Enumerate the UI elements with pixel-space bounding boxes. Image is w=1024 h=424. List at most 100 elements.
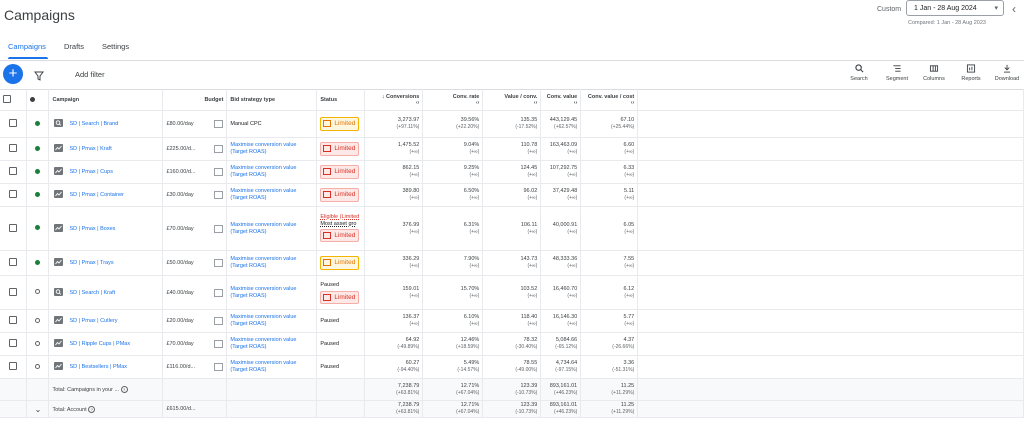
row-checkbox[interactable]	[9, 287, 18, 296]
table-row[interactable]: SD | Pmax | Cups £160.00/d... Maximise con…	[0, 160, 1024, 184]
status-eligible-text[interactable]: Eligible (Limited	[320, 213, 360, 220]
row-status-dot-cell[interactable]	[26, 309, 50, 333]
campaign-name-link[interactable]: SD | Pmax | Kraft	[69, 146, 112, 152]
campaign-name-link[interactable]: SD | Ripple Cups | PMax	[69, 341, 131, 347]
row-checkbox[interactable]	[9, 190, 18, 198]
table-row[interactable]: SD | Search | Brand £80.00/day Manual CPC L…	[0, 110, 1024, 138]
enabled-dot-icon[interactable]	[35, 145, 41, 151]
budget-value[interactable]: £50.00/day	[166, 260, 194, 266]
select-all-checkbox-cell[interactable]	[0, 89, 28, 111]
budget-value[interactable]: £20.00/day	[166, 318, 194, 324]
budget-chart-icon[interactable]	[214, 259, 224, 267]
segment-tool-button[interactable]: Segment	[880, 64, 914, 82]
enabled-dot-icon[interactable]	[35, 168, 41, 174]
campaign-name-link[interactable]: SD | Pmax | Container	[69, 192, 124, 198]
row-status-dot-cell[interactable]	[26, 183, 50, 207]
bid-strategy-text[interactable]: Maximise conversion value (Target ROAS)	[230, 221, 297, 235]
bid-strategy-text[interactable]: Maximise conversion value (Target ROAS)	[230, 360, 297, 373]
reports-tool-button[interactable]: Reports	[954, 64, 988, 82]
enabled-dot-icon[interactable]	[35, 259, 41, 265]
budget-value[interactable]: £70.00/day	[166, 341, 194, 347]
enabled-dot-icon[interactable]	[35, 191, 41, 197]
row-checkbox[interactable]	[9, 339, 18, 347]
row-status-dot-cell[interactable]	[26, 160, 50, 184]
status-limited-chip[interactable]: Limited	[320, 117, 360, 131]
budget-value[interactable]: £30.00/day	[166, 192, 194, 198]
budget-chart-icon[interactable]	[214, 363, 224, 371]
tab-settings[interactable]: Settings	[102, 42, 130, 51]
budget-chart-icon[interactable]	[214, 191, 224, 199]
row-checkbox[interactable]	[9, 223, 18, 232]
compare-toggle-icon[interactable]: ‹›	[475, 100, 480, 106]
row-checkbox-cell[interactable]	[0, 332, 28, 356]
budget-value[interactable]: £225.00/d...	[166, 146, 196, 152]
budget-value[interactable]: £70.00/day	[166, 225, 194, 232]
compare-toggle-icon[interactable]: ‹›	[533, 100, 538, 106]
campaign-name-link[interactable]: SD | Pmax | Cups	[69, 169, 113, 175]
row-status-dot-cell[interactable]	[26, 332, 50, 356]
bid-strategy-text[interactable]: Maximise conversion value (Target ROAS)	[230, 188, 297, 201]
row-checkbox-cell[interactable]	[0, 355, 28, 379]
paused-icon[interactable]	[35, 317, 41, 323]
row-status-dot-cell[interactable]	[26, 206, 50, 251]
budget-chart-icon[interactable]	[214, 145, 224, 153]
budget-chart-icon[interactable]	[214, 168, 224, 176]
enabled-dot-icon[interactable]	[35, 225, 41, 230]
row-status-dot-cell[interactable]	[26, 137, 50, 161]
budget-chart-icon[interactable]	[214, 288, 224, 297]
table-row[interactable]: SD | Pmax | Boxes £70.00/day Maximise conv…	[0, 206, 1024, 251]
row-checkbox-cell[interactable]	[0, 206, 28, 251]
row-checkbox-cell[interactable]	[0, 275, 28, 310]
campaign-name-link[interactable]: SD | Bestsellers | PMax	[69, 364, 128, 370]
paused-icon[interactable]	[35, 289, 41, 294]
col-conv-value-cost[interactable]: Conv. value / cost ‹›	[580, 89, 639, 111]
budget-value[interactable]: £40.00/day	[166, 289, 194, 296]
select-all-checkbox[interactable]	[3, 95, 11, 103]
status-limited-chip[interactable]: Limited	[320, 228, 360, 243]
row-checkbox-cell[interactable]	[0, 110, 28, 138]
col-budget[interactable]: Budget	[162, 89, 228, 111]
help-icon[interactable]: ?	[120, 386, 128, 393]
tab-campaigns[interactable]: Campaigns	[8, 42, 46, 51]
bid-strategy-text[interactable]: Maximise conversion value (Target ROAS)	[230, 165, 297, 178]
col-status[interactable]: Status	[316, 89, 366, 111]
row-status-dot-cell[interactable]	[26, 110, 50, 138]
add-campaign-button[interactable]: +	[3, 64, 23, 84]
budget-value[interactable]: £116.00/d...	[166, 364, 196, 370]
row-status-dot-cell[interactable]	[26, 275, 50, 310]
campaign-name-link[interactable]: SD | Pmax | Boxes	[69, 225, 116, 232]
row-checkbox[interactable]	[9, 362, 18, 370]
budget-chart-icon[interactable]	[214, 317, 224, 325]
table-row[interactable]: SD | Search | Kraft £40.00/day Maximise co…	[0, 275, 1024, 310]
filter-icon[interactable]	[34, 68, 44, 86]
budget-value[interactable]: £80.00/day	[166, 121, 194, 127]
row-checkbox-cell[interactable]	[0, 183, 28, 207]
status-limited-chip[interactable]: Limited	[320, 256, 360, 270]
status-limited-chip[interactable]: Limited	[320, 188, 360, 202]
row-status-dot-cell[interactable]	[26, 250, 50, 276]
budget-chart-icon[interactable]	[214, 120, 224, 128]
row-checkbox[interactable]	[9, 144, 18, 152]
budget-chart-icon[interactable]	[214, 340, 224, 348]
columns-tool-button[interactable]: Columns	[917, 64, 951, 82]
status-limited-chip[interactable]: Limited	[320, 165, 360, 179]
row-checkbox[interactable]	[9, 316, 18, 324]
table-row[interactable]: SD | Ripple Cups | PMax £70.00/day Maximis…	[0, 332, 1024, 356]
col-bid-strategy[interactable]: Bid strategy type	[226, 89, 318, 111]
row-checkbox-cell[interactable]	[0, 160, 28, 184]
campaign-name-link[interactable]: SD | Pmax | Trays	[69, 260, 114, 266]
budget-value[interactable]: £160.00/d...	[166, 169, 196, 175]
row-checkbox[interactable]	[9, 167, 18, 175]
row-checkbox-cell[interactable]	[0, 309, 28, 333]
paused-icon[interactable]	[35, 363, 41, 369]
campaign-name-link[interactable]: SD | Search | Brand	[69, 121, 119, 127]
bid-strategy-text[interactable]: Maximise conversion value (Target ROAS)	[230, 337, 297, 350]
paused-icon[interactable]	[35, 340, 41, 346]
table-row[interactable]: SD | Pmax | Cutlery £20.00/day Maximise co…	[0, 309, 1024, 333]
total-expand-cell[interactable]: ⌄	[26, 400, 50, 418]
bid-strategy-text[interactable]: Maximise conversion value (Target ROAS)	[230, 285, 297, 299]
row-status-dot-cell[interactable]	[26, 355, 50, 379]
col-value-conv[interactable]: Value / conv. ‹›	[482, 89, 542, 111]
campaign-name-link[interactable]: SD | Search | Kraft	[69, 289, 116, 296]
date-range-picker[interactable]: 1 Jan - 28 Aug 2024 ▾	[906, 0, 1004, 16]
